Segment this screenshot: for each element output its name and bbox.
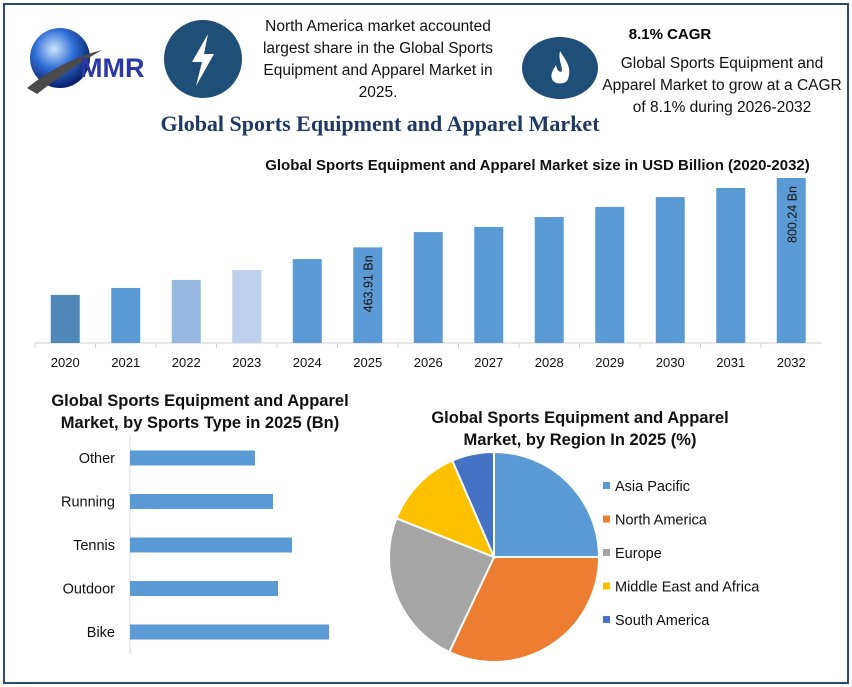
legend-label: Middle East and Africa <box>615 580 760 596</box>
bar-2022 <box>171 279 201 343</box>
lightning-icon <box>164 20 242 98</box>
legend-swatch <box>603 616 610 623</box>
sports-type-bar-chart: Other Running Tennis Outdoor Bike <box>61 436 329 654</box>
bar-bike <box>130 624 329 640</box>
x-tick-label: 2030 <box>656 355 685 370</box>
x-tick-label: 2021 <box>111 355 140 370</box>
legend-swatch <box>603 582 610 590</box>
pie-slice-north-america <box>447 556 601 663</box>
x-tick-label: 2028 <box>535 355 564 370</box>
x-tick-label: 2020 <box>51 355 80 370</box>
category-label: Bike <box>87 625 115 641</box>
x-tick-label: 2027 <box>474 355 503 370</box>
bar-2027 <box>474 226 504 343</box>
x-tick-label: 2024 <box>293 355 322 370</box>
bar-2025 <box>353 247 383 343</box>
legend-swatch <box>603 515 610 523</box>
bar-2024 <box>292 259 322 343</box>
legend-swatch <box>603 549 610 556</box>
bar-2023 <box>232 270 262 343</box>
bar-tennis <box>130 537 292 553</box>
x-tick-label: 2032 <box>777 355 806 370</box>
bar-2030 <box>655 197 685 343</box>
north-america-note: North America market accounted largest s… <box>262 18 494 101</box>
bar-2026 <box>413 232 443 343</box>
region-chart-title: Global Sports Equipment and Apparel Mark… <box>431 409 729 449</box>
infographic-frame <box>3 3 849 684</box>
bar-2020 <box>50 294 80 343</box>
mmr-logo: MMR <box>27 28 144 94</box>
sports-type-chart-title: Global Sports Equipment and Apparel Mark… <box>51 392 349 432</box>
logo-text: MMR <box>80 53 144 83</box>
legend-label: Europe <box>615 546 662 562</box>
main-title: Global Sports Equipment and Apparel Mark… <box>160 111 600 136</box>
category-label: Tennis <box>73 538 115 554</box>
bar-2028 <box>534 217 564 343</box>
legend-swatch <box>603 482 610 489</box>
bar-running <box>130 494 273 509</box>
x-tick-label: 2023 <box>232 355 261 370</box>
bar-other <box>130 450 255 466</box>
cagr-heading: 8.1% CAGR <box>628 26 712 43</box>
cagr-note: Global Sports Equipment and Apparel Mark… <box>602 55 842 116</box>
region-pie-chart: Asia Pacific North America Europe Middle Ea… <box>388 450 760 663</box>
pie-slice-middle-east-and-africa <box>395 459 496 559</box>
data-label-2025: 463.91 Bn <box>362 255 376 312</box>
x-tick-label: 2029 <box>595 355 624 370</box>
bar-chart-title: Global Sports Equipment and Apparel Mark… <box>265 157 810 174</box>
bar-2029 <box>595 206 625 343</box>
category-label: Outdoor <box>63 582 116 598</box>
pie-slice-europe <box>388 517 496 654</box>
bar-2032 <box>776 178 806 343</box>
category-label: Other <box>79 451 115 467</box>
bar-2031 <box>716 187 746 343</box>
x-tick-label: 2022 <box>172 355 201 370</box>
pie-slice-asia-pacific <box>493 450 601 558</box>
pie-slice-south-america <box>450 450 495 558</box>
flame-icon <box>522 37 598 99</box>
legend-label: South America <box>615 613 710 629</box>
bar-2021 <box>111 287 141 343</box>
category-label: Running <box>61 495 115 511</box>
globe-icon <box>30 28 90 88</box>
legend-label: Asia Pacific <box>615 479 690 495</box>
market-size-bar-chart: 2020 2021 2022 2023 2024 2025 463.91 Bn 2026 202… <box>34 178 822 370</box>
legend-label: North America <box>615 513 708 529</box>
bar-outdoor <box>130 581 278 596</box>
x-tick-label: 2031 <box>716 355 745 370</box>
x-tick-label: 2025 <box>353 355 382 370</box>
x-tick-label: 2026 <box>414 355 443 370</box>
data-label-2032: 800.24 Bn <box>785 186 799 243</box>
